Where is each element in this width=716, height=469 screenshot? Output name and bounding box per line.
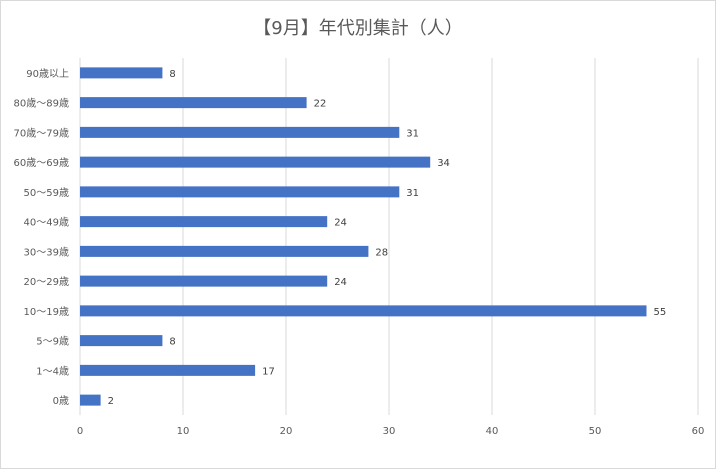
category-label: 80歳〜89歳 <box>14 98 69 110</box>
data-label: 22 <box>314 99 327 110</box>
data-label: 31 <box>406 128 419 139</box>
x-tick-label: 30 <box>383 426 396 437</box>
category-label: 90歳以上 <box>26 68 69 80</box>
data-label: 24 <box>334 277 347 288</box>
data-label: 24 <box>334 218 347 229</box>
category-label: 50〜59歳 <box>24 187 69 199</box>
bar <box>80 394 101 406</box>
data-label: 17 <box>262 366 275 377</box>
category-label: 1〜4歳 <box>36 365 69 377</box>
bar <box>80 364 256 376</box>
category-label: 20〜29歳 <box>24 276 69 288</box>
x-tick-label: 10 <box>177 426 190 437</box>
bar <box>80 275 328 287</box>
chart-title: 【9月】年代別集計（人） <box>253 18 463 39</box>
data-label: 31 <box>406 188 419 199</box>
bar <box>80 126 400 138</box>
bar <box>80 156 431 168</box>
x-tick-label: 20 <box>280 426 293 437</box>
x-tick-label: 40 <box>486 426 499 437</box>
data-label: 28 <box>375 247 388 258</box>
data-label: 2 <box>108 396 114 407</box>
bar <box>80 186 400 198</box>
x-tick-label: 0 <box>77 426 83 437</box>
data-label: 34 <box>437 158 450 169</box>
bar <box>80 97 307 109</box>
bar <box>80 305 647 317</box>
bar <box>80 216 328 228</box>
category-label: 40〜49歳 <box>24 217 69 229</box>
category-label: 70歳〜79歳 <box>14 127 69 139</box>
category-label: 60歳〜69歳 <box>14 157 69 169</box>
category-label: 30〜39歳 <box>24 246 69 258</box>
data-label: 8 <box>169 337 175 348</box>
category-label: 10〜19歳 <box>24 306 69 318</box>
bar <box>80 67 163 79</box>
bar <box>80 245 369 257</box>
category-label: 0歳 <box>53 395 69 407</box>
category-label: 5〜9歳 <box>36 336 69 348</box>
data-label: 8 <box>169 69 175 80</box>
x-tick-label: 50 <box>589 426 602 437</box>
data-label: 55 <box>654 307 667 318</box>
bar <box>80 335 163 347</box>
x-tick-label: 60 <box>692 426 705 437</box>
